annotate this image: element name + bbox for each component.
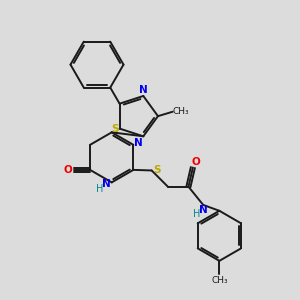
Text: N: N	[139, 85, 148, 95]
Text: N: N	[102, 179, 111, 190]
Text: O: O	[191, 157, 200, 166]
Text: H: H	[96, 184, 103, 194]
Text: CH₃: CH₃	[172, 107, 189, 116]
Text: H: H	[193, 209, 200, 219]
Text: O: O	[63, 165, 72, 175]
Text: S: S	[153, 165, 161, 175]
Text: N: N	[134, 138, 143, 148]
Text: CH₃: CH₃	[211, 276, 228, 285]
Text: N: N	[199, 205, 208, 215]
Text: S: S	[111, 124, 119, 134]
